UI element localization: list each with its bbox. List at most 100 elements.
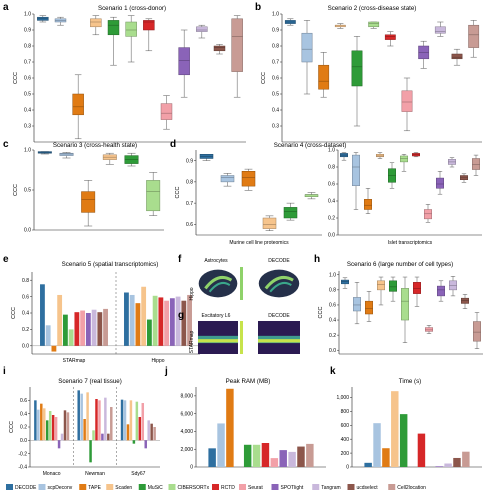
bar-Scaden — [43, 408, 46, 441]
box-body — [107, 20, 120, 36]
bar-DECODE — [77, 390, 80, 441]
bar-scpDeconv — [373, 423, 381, 467]
hippocampus-layer — [264, 275, 294, 290]
y-tick-label: 0.0 — [22, 344, 29, 350]
y-tick-label: 0.4 — [24, 108, 31, 114]
y-tick-label: 0.4 — [20, 411, 27, 417]
bar-CIBERSORTx — [135, 401, 139, 441]
f-colorbar — [240, 267, 243, 300]
box-body — [460, 175, 468, 180]
y-tick-label: 0.6 — [24, 76, 31, 82]
box-CIBERSORTx — [125, 15, 137, 63]
y-tick-label: 0.9 — [272, 28, 279, 34]
box-DECODE — [284, 18, 296, 26]
bar-SPOTlight — [101, 433, 104, 441]
panel-title: Scenario 6 (large number of cell types) — [347, 261, 453, 268]
f-right-title: DECODE — [268, 258, 290, 264]
box-body — [318, 64, 330, 90]
bar-CIBERSORTx — [252, 444, 261, 467]
bar-ucdselect — [453, 457, 461, 467]
bar-MuSiC — [45, 420, 49, 441]
legend-label: SPOTlight — [281, 485, 304, 491]
bar-Cell2location — [187, 294, 192, 346]
y-tick-label: 1.0 — [24, 12, 31, 18]
y-axis-label: CCC — [11, 307, 17, 319]
bar-ucdselect — [107, 433, 110, 441]
panel-title: Scenario 1 (cross-donor) — [98, 5, 166, 12]
bar-DECODE — [208, 448, 216, 467]
panel-label-g: g — [178, 310, 184, 321]
box-scpDeconv — [54, 16, 67, 26]
box-SPOTlight — [437, 280, 445, 302]
bar-SPOTlight — [435, 466, 443, 467]
panel-title: Scenario 3 (cross-health state) — [53, 142, 137, 149]
box-CIBERSORTx — [401, 276, 409, 343]
g-colorbar — [240, 321, 243, 354]
y-tick-label: 0.6 — [272, 76, 279, 82]
bar-TAPE — [126, 424, 130, 441]
box-body — [353, 297, 361, 312]
box-body — [451, 53, 463, 60]
box-Tangram — [449, 276, 457, 297]
box-Seurat — [425, 325, 433, 334]
bar-Scaden — [129, 400, 133, 441]
y-tick-label: -0.4 — [18, 465, 27, 471]
bar-TAPE — [382, 448, 390, 467]
box-CIBERSORTx — [304, 192, 319, 200]
legend-swatch — [6, 484, 13, 490]
y-tick-label: 0.8 — [24, 44, 31, 50]
bar-Seurat — [98, 400, 101, 441]
y-axis-label: CCC — [175, 187, 181, 199]
g-right-title: DECODE — [268, 313, 290, 319]
f-row-label: Hippo — [189, 287, 195, 300]
y-tick-label: 0.8 — [272, 44, 279, 50]
bar-Scaden — [57, 294, 63, 346]
y-tick-label: 0.3 — [272, 124, 279, 130]
bar-ucdselect — [297, 446, 305, 467]
y-tick-label: 0.5 — [24, 92, 31, 98]
box-body — [341, 279, 349, 285]
legend-item-TAPE: TAPE — [79, 484, 102, 491]
hippocampus-inner — [269, 281, 292, 293]
legend-swatch — [38, 484, 46, 490]
bar-Tangram — [60, 433, 64, 441]
bar-RCTD — [417, 433, 426, 467]
box-Seurat — [424, 204, 432, 223]
legend-swatch — [239, 484, 246, 490]
box-body — [160, 103, 173, 120]
bar-ucdselect — [97, 312, 103, 346]
bar-DECODE — [364, 462, 372, 467]
box-Scaden — [262, 215, 277, 231]
box-body — [196, 26, 208, 32]
bar-ucdselect — [63, 410, 67, 441]
legend-item-SPOTlight: SPOTlight — [271, 484, 304, 491]
box-body — [81, 191, 96, 213]
box-CIBERSORTx — [368, 21, 380, 29]
y-tick-label: 0.6 — [328, 182, 335, 188]
y-tick-label: 1,000 — [336, 395, 349, 401]
y-tick-label: 0.0 — [328, 233, 335, 239]
y-tick-label: 400 — [341, 437, 350, 443]
box-body — [231, 18, 243, 72]
legend-item-Scaden: Scaden — [106, 484, 132, 491]
f-right-image — [257, 267, 301, 300]
y-tick-label: 0.2 — [20, 425, 27, 431]
bar-CIBERSORTx — [48, 411, 52, 441]
g-left-image — [198, 321, 238, 354]
y-tick-label: 0.7 — [272, 60, 279, 66]
legend-item-scpDeconv: scpDeconv — [38, 484, 73, 491]
box-body — [436, 177, 444, 189]
box-body — [59, 152, 74, 156]
box-body — [368, 21, 380, 28]
legend-label: scpDeconv — [48, 485, 73, 491]
y-tick-label: 1.0 — [328, 148, 335, 154]
legend-swatch — [388, 484, 396, 490]
box-Scaden — [90, 15, 102, 36]
bar-ucdselect — [150, 423, 153, 441]
legend-label: Cell2location — [397, 485, 426, 491]
box-MuSiC — [124, 152, 139, 167]
bar-scpDeconv — [45, 325, 51, 346]
box-ucdselect — [213, 44, 226, 55]
box-body — [384, 34, 396, 40]
bar-Tangram — [104, 397, 107, 441]
